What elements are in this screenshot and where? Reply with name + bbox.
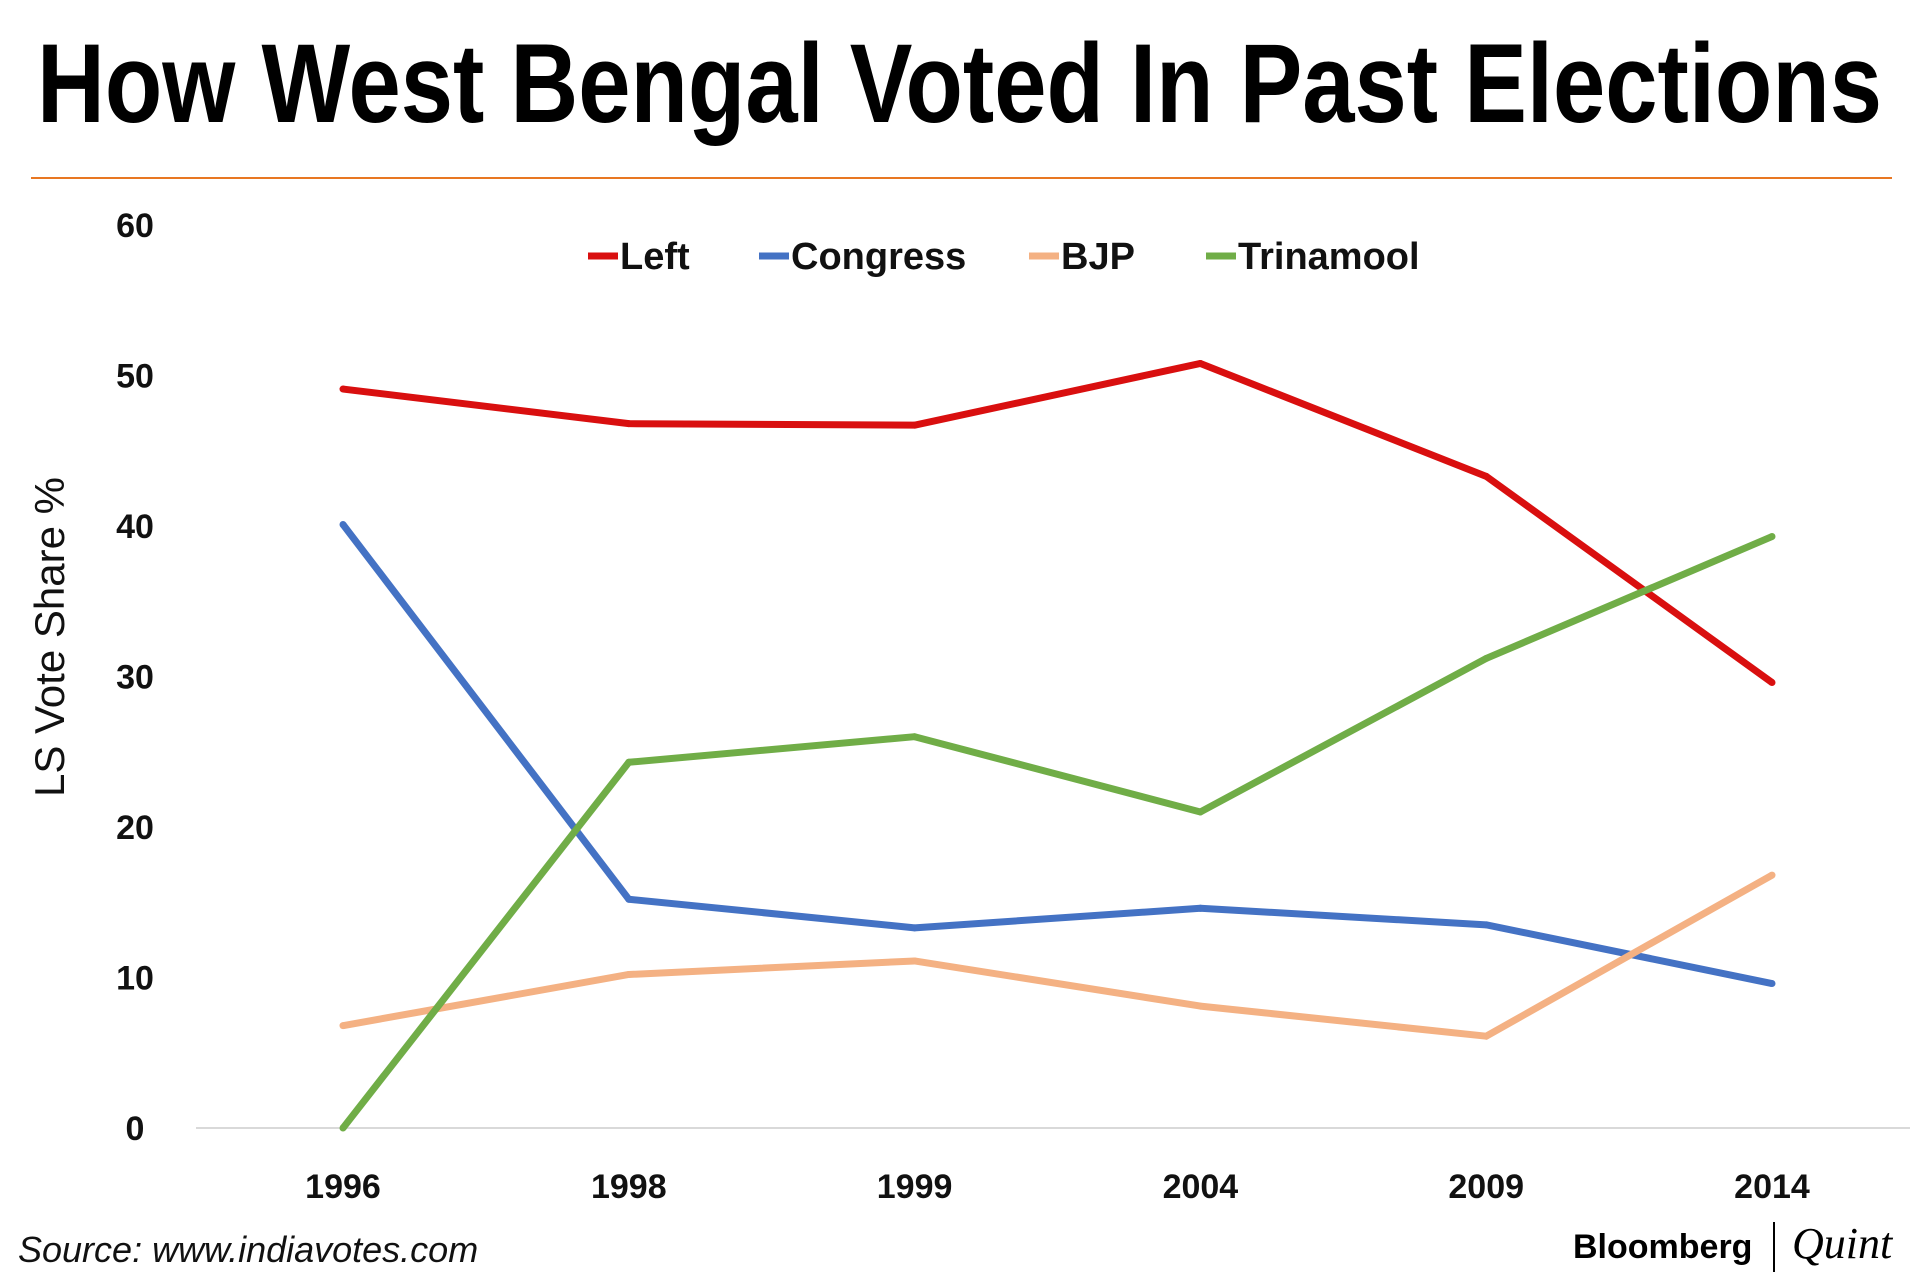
x-tick-label: 1998: [591, 1168, 667, 1206]
series-line: [342, 359, 1775, 686]
legend-item-bjp: BJP: [1029, 236, 1135, 278]
legend-label: Congress: [791, 236, 966, 278]
chart-title: How West Bengal Voted In Past Elections: [37, 21, 1882, 146]
data-point: [625, 420, 633, 428]
data-point: [1482, 654, 1490, 662]
legend-label: Trinamool: [1238, 236, 1420, 278]
series-line: [340, 533, 1774, 1131]
data-point: [1196, 359, 1204, 367]
y-tick-label: 30: [116, 659, 154, 697]
data-point: [1768, 980, 1776, 988]
data-point: [625, 895, 633, 903]
series-congress: [339, 520, 1776, 988]
data-point: [339, 385, 347, 393]
legend-label: BJP: [1061, 236, 1135, 278]
data-point: [339, 1022, 347, 1030]
x-tick-label: 1996: [305, 1168, 381, 1206]
series-line: [340, 522, 1773, 987]
data-point: [1482, 472, 1490, 480]
bloomberg-quint-logo: Bloomberg Quint: [1573, 1219, 1894, 1272]
data-point: [625, 758, 633, 766]
data-point: [911, 421, 919, 429]
data-point: [1768, 871, 1776, 879]
data-point: [1196, 1002, 1204, 1010]
data-point: [911, 957, 919, 965]
y-tick-label: 60: [116, 207, 154, 245]
y-tick-label: 0: [126, 1110, 145, 1148]
data-point: [911, 924, 919, 932]
data-point: [625, 970, 633, 978]
y-tick-label: 20: [116, 809, 154, 847]
y-tick-label: 50: [116, 358, 154, 396]
data-point: [339, 520, 347, 528]
y-tick-label: 40: [116, 508, 154, 546]
series-line: [342, 872, 1774, 1040]
legend-item-left: Left: [588, 236, 690, 278]
legend-item-congress: Congress: [759, 236, 966, 278]
series-left: [339, 359, 1776, 687]
logo-brand: Bloomberg: [1573, 1228, 1752, 1266]
source-note: Source: www.indiavotes.com: [18, 1229, 478, 1270]
x-tick-label: 2009: [1448, 1168, 1524, 1206]
legend-item-trinamool: Trinamool: [1206, 236, 1420, 278]
series-trinamool: [339, 533, 1776, 1132]
data-point: [1482, 921, 1490, 929]
data-point: [1768, 533, 1776, 541]
data-point: [911, 733, 919, 741]
data-point: [1196, 808, 1204, 816]
y-axis-title: LS Vote Share %: [26, 477, 73, 797]
x-tick-label: 2014: [1734, 1168, 1810, 1206]
data-point: [339, 1124, 347, 1132]
x-tick-label: 1999: [877, 1168, 953, 1206]
data-point: [1482, 1032, 1490, 1040]
y-tick-label: 10: [116, 960, 154, 998]
x-tick-label: 2004: [1163, 1168, 1239, 1206]
legend-label: Left: [620, 236, 690, 278]
series-bjp: [339, 871, 1776, 1040]
data-point: [1196, 904, 1204, 912]
data-point: [1768, 679, 1776, 687]
logo-sub: Quint: [1792, 1219, 1894, 1268]
